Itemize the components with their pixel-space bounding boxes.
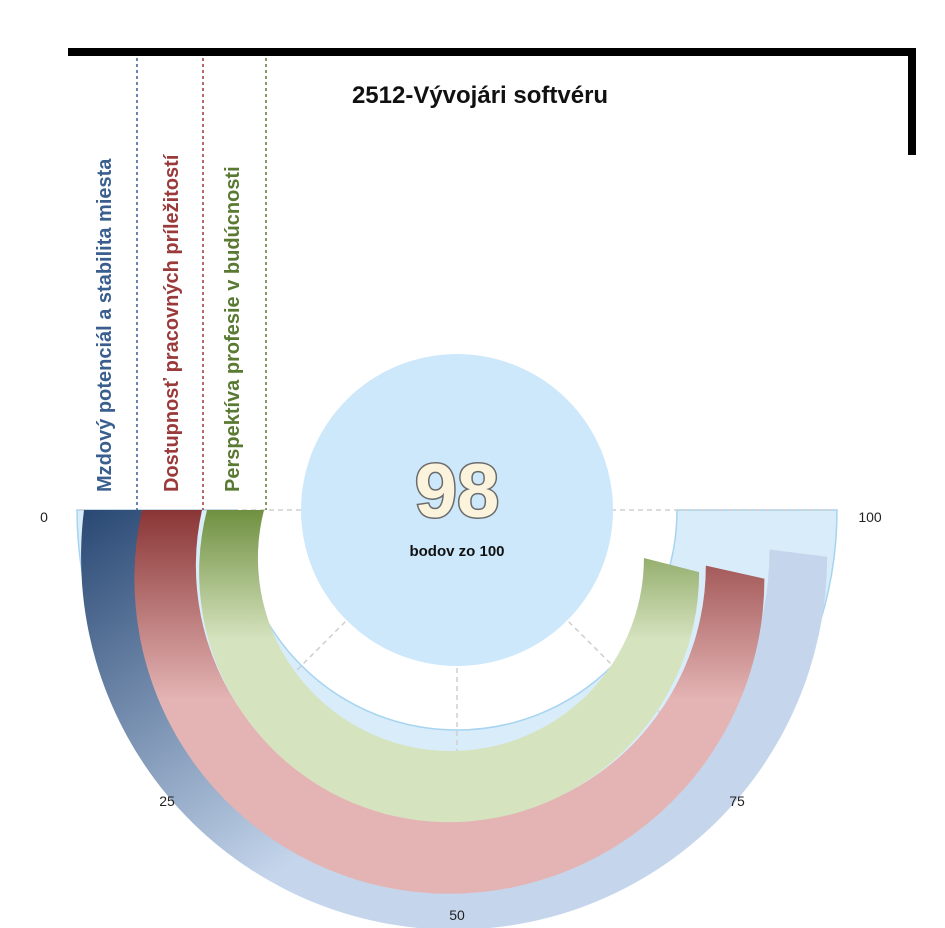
series-label-1: Dostupnosť pracovných príležitostí (161, 153, 183, 492)
tick-label-50: 50 (449, 907, 465, 923)
tick-label-100: 100 (858, 509, 882, 525)
series-bar-2 (199, 510, 700, 823)
chart-title: 2512-Vývojári softvéru (352, 82, 608, 109)
axis-ticks: 0 100 25 50 75 (40, 509, 882, 923)
series-bars (81, 510, 828, 928)
series-labels: Mzdový potenciál a stabilita miesta Dostu… (94, 153, 244, 492)
series-label-0: Mzdový potenciál a stabilita miesta (94, 158, 116, 492)
title-frame (68, 48, 916, 155)
label-separators (136, 58, 267, 510)
tick-label-75: 75 (729, 793, 745, 809)
score-caption: bodov zo 100 (409, 543, 504, 560)
score-value: 98 (415, 449, 500, 534)
tick-label-25: 25 (159, 793, 175, 809)
score-disc (301, 354, 613, 666)
tick-label-0: 0 (40, 509, 48, 525)
series-bar-1 (134, 510, 765, 894)
series-label-2: Perspektíva profesie v budúcnosti (222, 166, 244, 492)
